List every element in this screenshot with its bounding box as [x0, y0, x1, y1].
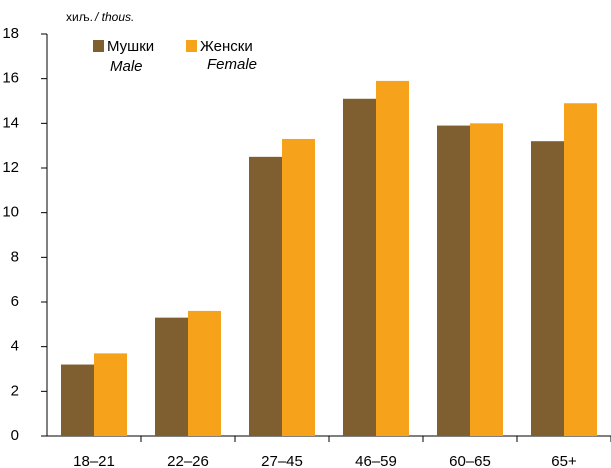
bar	[531, 141, 564, 436]
bar	[564, 103, 597, 436]
x-tick-label: 18–21	[73, 453, 115, 468]
legend-label: Male	[110, 58, 143, 75]
legend-label: Мушки	[107, 38, 154, 55]
bar	[188, 310, 221, 436]
y-tick-label: 4	[11, 338, 19, 355]
legend-label: Женски	[200, 38, 253, 55]
x-tick-label: 27–45	[261, 453, 303, 468]
x-tick-label: 22–26	[167, 453, 209, 468]
bar	[470, 123, 503, 436]
legend-label: Female	[207, 56, 257, 73]
y-tick-label: 14	[2, 114, 19, 131]
legend-swatch	[93, 40, 104, 52]
bar	[61, 364, 94, 436]
bar	[94, 353, 127, 436]
x-tick-label: 65+	[551, 453, 577, 468]
y-tick-label: 8	[11, 248, 19, 265]
bar	[437, 125, 470, 437]
y-tick-label: 12	[2, 159, 19, 176]
unit-label: / thous.	[94, 10, 134, 24]
y-tick-label: 0	[11, 427, 19, 444]
y-tick-label: 10	[2, 204, 19, 221]
bar	[343, 98, 376, 437]
x-tick-label: 46–59	[355, 453, 397, 468]
y-tick-label: 2	[11, 382, 19, 399]
y-tick-label: 6	[11, 293, 19, 310]
bar	[282, 138, 315, 436]
x-tick-label: 60–65	[449, 453, 491, 468]
y-tick-label: 16	[2, 70, 19, 87]
bar	[249, 156, 282, 437]
bar	[376, 80, 409, 437]
y-tick-label: 18	[2, 25, 19, 42]
unit-label: хиљ.	[66, 10, 93, 24]
legend-swatch	[186, 40, 197, 52]
bar	[155, 317, 188, 436]
